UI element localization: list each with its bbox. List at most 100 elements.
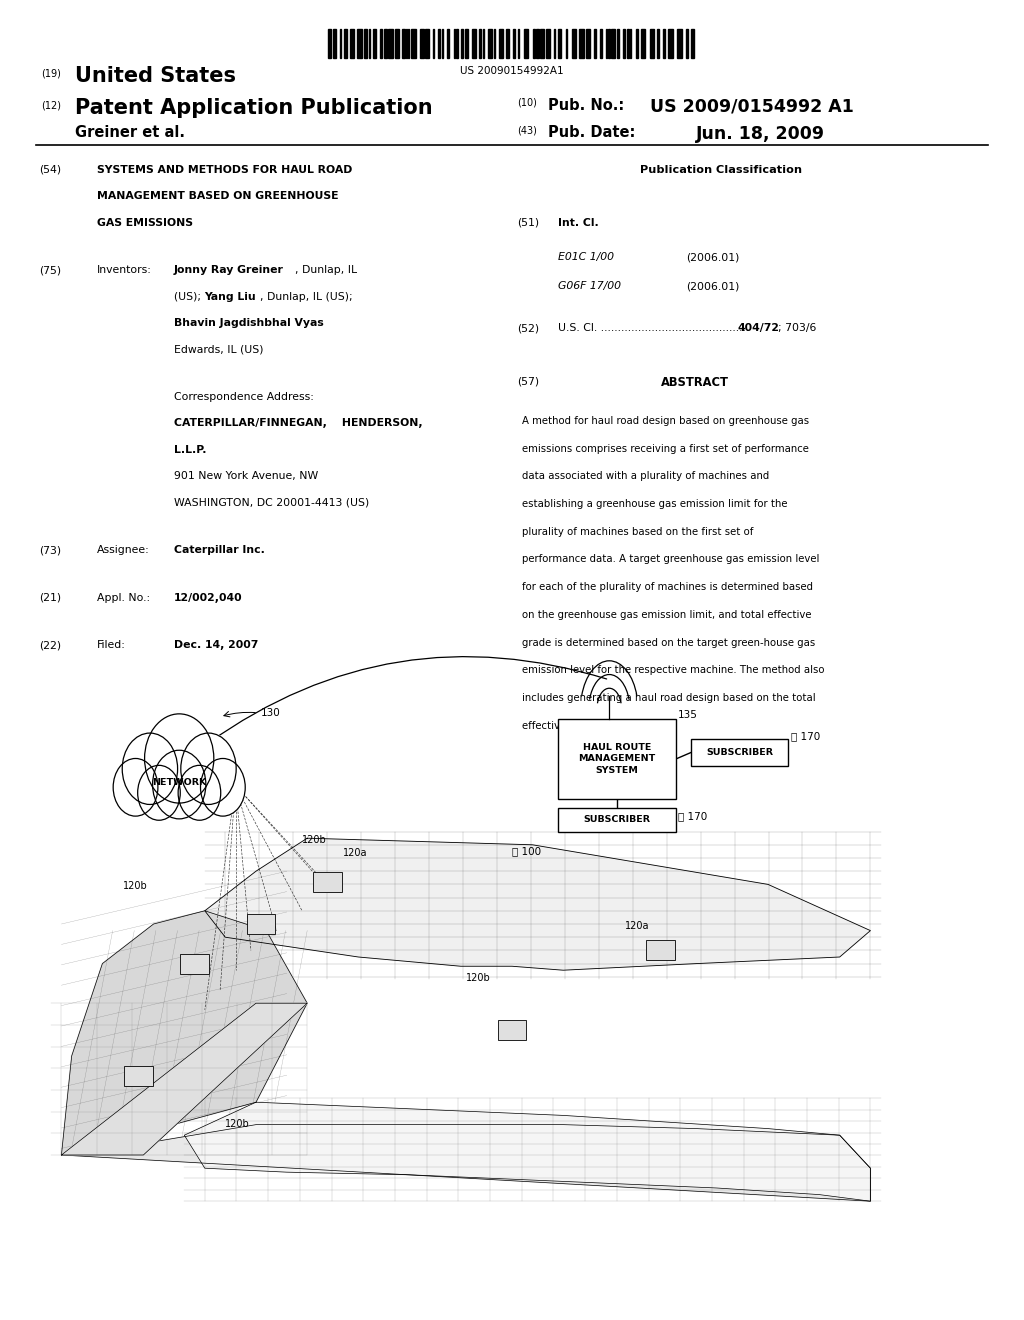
Circle shape (178, 766, 221, 820)
Bar (630, 29, 631, 58)
Bar (349, 29, 354, 58)
Bar (409, 29, 410, 58)
Text: emissions comprises receiving a first set of performance: emissions comprises receiving a first se… (522, 444, 809, 454)
Text: performance data. A target greenhouse gas emission level: performance data. A target greenhouse ga… (522, 554, 819, 565)
Bar (388, 29, 392, 58)
Circle shape (137, 766, 180, 820)
Text: (22): (22) (39, 640, 61, 651)
Bar (180, 953, 209, 974)
Text: WASHINGTON, DC 20001-4413 (US): WASHINGTON, DC 20001-4413 (US) (174, 498, 370, 508)
Text: grade is determined based on the target green-house gas: grade is determined based on the target … (522, 638, 815, 648)
Text: 404/72: 404/72 (737, 323, 779, 334)
Text: (12): (12) (41, 100, 61, 111)
Bar (513, 29, 515, 58)
Bar (406, 29, 407, 58)
Bar (616, 29, 618, 58)
Bar (380, 29, 382, 58)
Bar (333, 29, 336, 58)
Bar (691, 739, 788, 766)
Text: Filed:: Filed: (97, 640, 126, 651)
Bar (498, 1020, 526, 1040)
Text: 130: 130 (261, 708, 281, 718)
Text: ⤴ 170: ⤴ 170 (791, 731, 820, 742)
Bar (686, 29, 688, 58)
Text: Jun. 18, 2009: Jun. 18, 2009 (696, 125, 825, 144)
Bar (441, 29, 443, 58)
Bar (124, 1067, 153, 1085)
Bar (650, 29, 654, 58)
Text: 120b: 120b (302, 834, 327, 845)
Bar (656, 29, 658, 58)
Bar (600, 29, 602, 58)
Bar (438, 29, 439, 58)
Bar (518, 29, 519, 58)
Bar (340, 29, 341, 58)
Bar (636, 29, 638, 58)
Text: (21): (21) (39, 593, 61, 603)
Text: 120b: 120b (123, 880, 147, 891)
Text: GAS EMISSIONS: GAS EMISSIONS (97, 218, 194, 228)
Bar (500, 29, 503, 58)
Text: HAUL ROUTE
MANAGEMENT
SYSTEM: HAUL ROUTE MANAGEMENT SYSTEM (579, 743, 655, 775)
Text: Jonny Ray Greiner: Jonny Ray Greiner (174, 265, 284, 276)
Text: plurality of machines based on the first set of: plurality of machines based on the first… (522, 527, 754, 537)
Text: NETWORK: NETWORK (153, 779, 206, 787)
Text: emission level for the respective machine. The method also: emission level for the respective machin… (522, 665, 824, 676)
Text: SUBSCRIBER: SUBSCRIBER (584, 816, 650, 824)
Bar (384, 29, 387, 58)
Bar (479, 29, 481, 58)
Bar (344, 29, 347, 58)
Bar (566, 29, 567, 58)
Text: ; 703/6: ; 703/6 (778, 323, 816, 334)
Text: MANAGEMENT BASED ON GREENHOUSE: MANAGEMENT BASED ON GREENHOUSE (97, 191, 339, 202)
Bar (494, 29, 495, 58)
Text: ⤴ 100: ⤴ 100 (512, 846, 541, 857)
Text: includes generating a haul road design based on the total: includes generating a haul road design b… (522, 693, 816, 704)
Bar (605, 29, 607, 58)
Bar (624, 29, 625, 58)
Text: effective grade.: effective grade. (522, 721, 602, 731)
Text: Yang Liu: Yang Liu (204, 292, 255, 302)
Bar (546, 29, 550, 58)
Bar (506, 29, 509, 58)
Text: (43): (43) (517, 125, 537, 136)
Bar (247, 913, 275, 935)
Text: U.S. Cl. ............................................: U.S. Cl. ...............................… (558, 323, 750, 334)
Polygon shape (205, 838, 870, 970)
Text: A method for haul road design based on greenhouse gas: A method for haul road design based on g… (522, 416, 809, 426)
Text: Assignee:: Assignee: (97, 545, 151, 556)
Bar (402, 29, 404, 58)
Text: (54): (54) (39, 165, 61, 176)
Text: ABSTRACT: ABSTRACT (660, 376, 728, 389)
Text: Dec. 14, 2007: Dec. 14, 2007 (174, 640, 258, 651)
Bar (457, 29, 458, 58)
Bar (472, 29, 476, 58)
Bar (580, 29, 584, 58)
Circle shape (122, 733, 177, 804)
Bar (646, 940, 675, 961)
Bar (523, 29, 528, 58)
Text: , Dunlap, IL (US);: , Dunlap, IL (US); (260, 292, 352, 302)
Bar (558, 808, 676, 832)
Text: (2006.01): (2006.01) (686, 252, 739, 263)
Text: (51): (51) (517, 218, 540, 228)
Text: SYSTEMS AND METHODS FOR HAUL ROAD: SYSTEMS AND METHODS FOR HAUL ROAD (97, 165, 352, 176)
Circle shape (201, 759, 245, 816)
Text: Caterpillar Inc.: Caterpillar Inc. (174, 545, 265, 556)
Text: (US);: (US); (174, 292, 205, 302)
Text: (52): (52) (517, 323, 540, 334)
Text: 120b: 120b (225, 1118, 250, 1129)
Text: Appl. No.:: Appl. No.: (97, 593, 151, 603)
Text: Publication Classification: Publication Classification (640, 165, 802, 176)
Text: SUBSCRIBER: SUBSCRIBER (707, 748, 773, 756)
Polygon shape (61, 1125, 870, 1201)
Text: 135: 135 (678, 710, 697, 721)
Text: (19): (19) (41, 69, 60, 79)
Bar (608, 29, 610, 58)
Text: (75): (75) (39, 265, 61, 276)
Text: (10): (10) (517, 98, 537, 108)
Text: for each of the plurality of machines is determined based: for each of the plurality of machines is… (522, 582, 813, 593)
Text: (57): (57) (517, 376, 540, 387)
Text: Bhavin Jagdishbhal Vyas: Bhavin Jagdishbhal Vyas (174, 318, 324, 329)
Text: L.L.P.: L.L.P. (174, 445, 207, 455)
